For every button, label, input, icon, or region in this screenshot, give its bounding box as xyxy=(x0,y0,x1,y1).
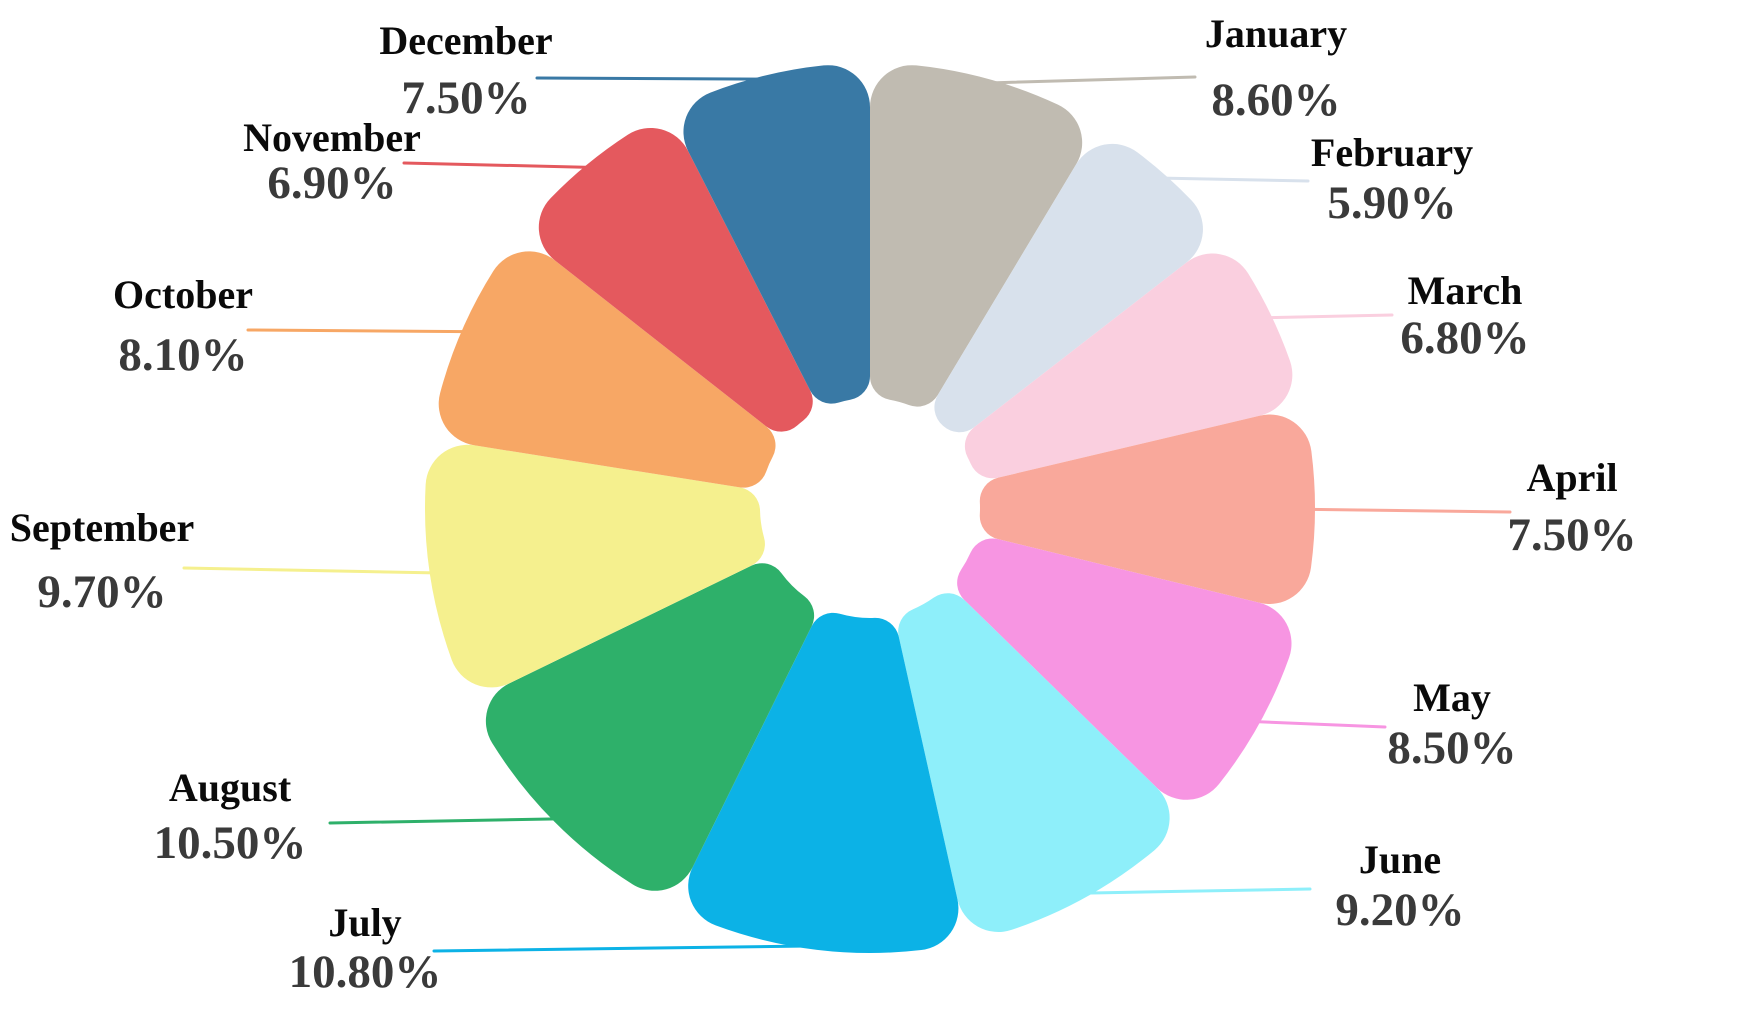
slice-percent-label-august: 10.50% xyxy=(153,817,307,869)
slice-month-label-december: December xyxy=(379,18,553,63)
pie-slice-may[interactable] xyxy=(957,538,1292,800)
leader-line-november xyxy=(402,161,592,169)
leader-line-october xyxy=(246,328,468,334)
slice-month-label-june: June xyxy=(1358,837,1442,882)
slice-percent-label-march: 6.80% xyxy=(1400,312,1530,364)
slice-percent-label-july: 10.80% xyxy=(288,946,442,998)
pie-slice-june[interactable] xyxy=(898,593,1170,932)
pie-slice-january[interactable] xyxy=(870,65,1083,407)
leader-line-july xyxy=(432,944,819,953)
pie-slice-march[interactable] xyxy=(964,253,1293,479)
slice-month-label-may: May xyxy=(1413,675,1491,720)
leader-line-june xyxy=(1083,887,1312,895)
leader-line-september xyxy=(182,566,436,575)
slice-percent-label-april: 7.50% xyxy=(1507,509,1637,561)
slice-percent-label-june: 9.20% xyxy=(1335,884,1465,936)
pie-slice-december[interactable] xyxy=(683,65,870,404)
pie-slice-august[interactable] xyxy=(485,563,815,891)
pie-slice-october[interactable] xyxy=(438,251,776,488)
slice-percent-label-october: 8.10% xyxy=(118,329,248,381)
slice-percent-label-may: 8.50% xyxy=(1387,722,1517,774)
leader-line-august xyxy=(328,817,559,825)
slice-percent-label-january: 8.60% xyxy=(1211,74,1341,126)
pie-slice-july[interactable] xyxy=(688,612,959,953)
leader-line-march xyxy=(1266,313,1394,320)
slice-month-label-april: April xyxy=(1526,455,1618,500)
leader-line-february xyxy=(1161,176,1310,183)
slice-month-label-september: September xyxy=(9,505,195,550)
slice-month-label-february: February xyxy=(1310,130,1474,175)
slice-month-label-march: March xyxy=(1407,268,1523,313)
slice-month-label-january: January xyxy=(1204,11,1348,56)
pie-slice-november[interactable] xyxy=(538,127,813,432)
pie-slice-april[interactable] xyxy=(979,414,1316,604)
leader-line-may xyxy=(1254,720,1387,729)
slice-month-label-october: October xyxy=(113,272,253,317)
pie-slice-february[interactable] xyxy=(934,143,1203,433)
slice-percent-label-february: 5.90% xyxy=(1327,177,1457,229)
leader-line-january xyxy=(986,75,1197,85)
slice-percent-label-november: 6.90% xyxy=(267,157,397,209)
leader-line-april xyxy=(1309,507,1512,514)
leader-lines-group xyxy=(182,75,1512,953)
pie-slices-group xyxy=(425,65,1316,953)
leader-line-december xyxy=(535,76,769,81)
slice-percent-label-september: 9.70% xyxy=(37,566,167,618)
pie-slice-september[interactable] xyxy=(425,444,765,688)
slice-month-label-august: August xyxy=(168,765,292,810)
slice-month-label-july: July xyxy=(328,900,402,945)
slice-percent-label-december: 7.50% xyxy=(401,72,531,124)
slice-month-label-november: November xyxy=(243,115,421,160)
